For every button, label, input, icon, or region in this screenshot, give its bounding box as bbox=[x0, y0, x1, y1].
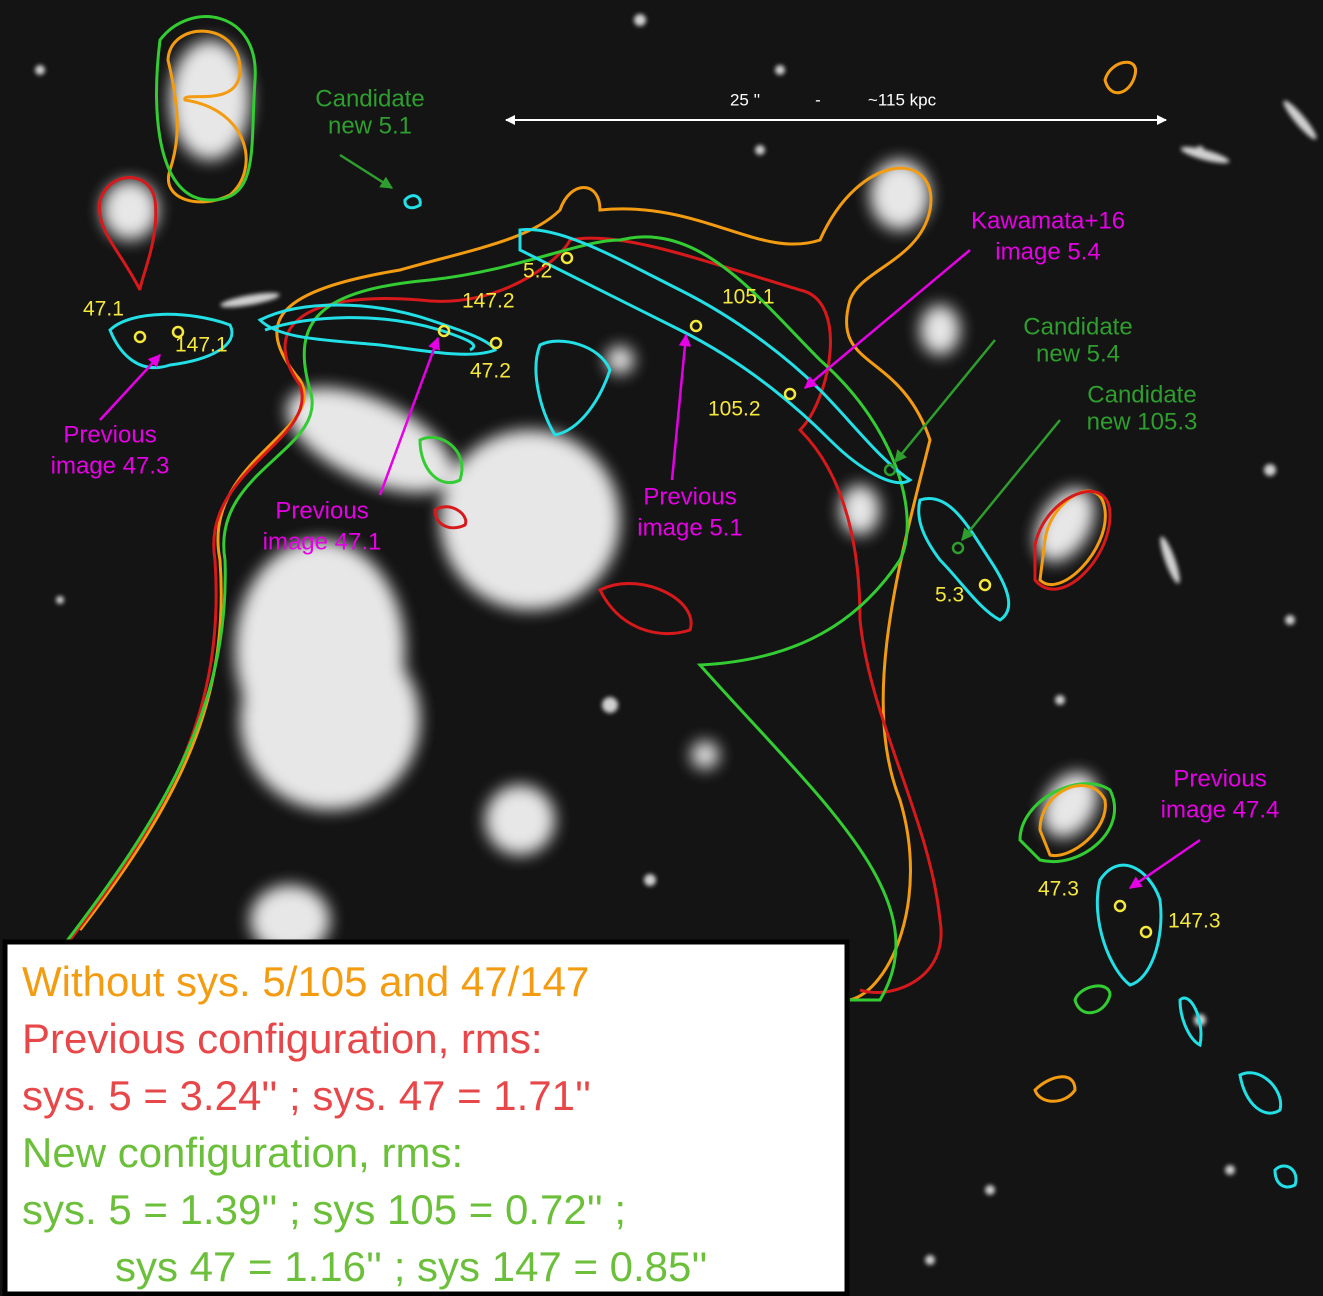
scale-bar: 25 '' - ~115 kpc bbox=[505, 90, 1167, 125]
labels: 47.1 147.1 147.2 47.2 5.2 105.1 105.2 5.3 47.3 14… bbox=[51, 85, 1280, 932]
annotation: new 5.4 bbox=[1036, 340, 1120, 367]
image-label: 105.2 bbox=[708, 398, 761, 421]
annotation: image 47.4 bbox=[1161, 796, 1280, 823]
image-label: 5.2 bbox=[523, 260, 552, 283]
annotation: Previous bbox=[643, 483, 736, 510]
annotation: image 47.1 bbox=[263, 528, 382, 555]
image-label: 147.1 bbox=[175, 334, 228, 357]
annotation: Kawamata+16 bbox=[971, 207, 1125, 234]
annotation: Candidate bbox=[1087, 381, 1196, 408]
annotation: image 47.3 bbox=[51, 452, 170, 479]
legend-box bbox=[2, 939, 850, 1296]
galaxies bbox=[35, 14, 1317, 1265]
scale-bar-label: 25 '' bbox=[730, 90, 760, 109]
annotation: Previous bbox=[275, 497, 368, 524]
legend-entry: New configuration, rms: bbox=[22, 1129, 463, 1176]
legend-entry: sys 47 = 1.16'' ; sys 147 = 0.85'' bbox=[115, 1243, 707, 1290]
annotation: image 5.1 bbox=[637, 514, 742, 541]
image-label: 147.2 bbox=[462, 290, 515, 313]
legend-entry: Previous configuration, rms: bbox=[22, 1015, 543, 1062]
annotation: Previous bbox=[63, 421, 156, 448]
image-label: 47.1 bbox=[83, 298, 124, 321]
image-label: 105.1 bbox=[722, 286, 775, 309]
critical-curves bbox=[58, 15, 1137, 1103]
legend-entry: sys. 5 = 1.39'' ; sys 105 = 0.72'' ; bbox=[22, 1186, 626, 1233]
arrows bbox=[99, 153, 1201, 890]
legend-entry: Without sys. 5/105 and 47/147 bbox=[22, 958, 589, 1005]
image-label: 47.2 bbox=[470, 360, 511, 383]
cyan-contours bbox=[108, 194, 1298, 1189]
annotation: Candidate bbox=[1023, 313, 1132, 340]
image-label: 5.3 bbox=[935, 584, 964, 607]
annotation: Candidate bbox=[315, 85, 424, 112]
image-markers bbox=[133, 251, 1153, 939]
annotation: image 5.4 bbox=[995, 238, 1100, 265]
scale-bar-dash: - bbox=[815, 90, 821, 109]
image-label: 47.3 bbox=[1038, 878, 1079, 901]
image-label: 147.3 bbox=[1168, 910, 1221, 933]
annotation: new 105.3 bbox=[1087, 408, 1198, 435]
legend-entry: sys. 5 = 3.24'' ; sys. 47 = 1.71'' bbox=[22, 1072, 591, 1119]
scale-bar-label: ~115 kpc bbox=[868, 90, 937, 109]
annotation: Previous bbox=[1173, 765, 1266, 792]
legend: Without sys. 5/105 and 47/147 Previous co… bbox=[22, 958, 707, 1290]
candidate-markers bbox=[883, 463, 965, 555]
annotation: new 5.1 bbox=[328, 112, 412, 139]
